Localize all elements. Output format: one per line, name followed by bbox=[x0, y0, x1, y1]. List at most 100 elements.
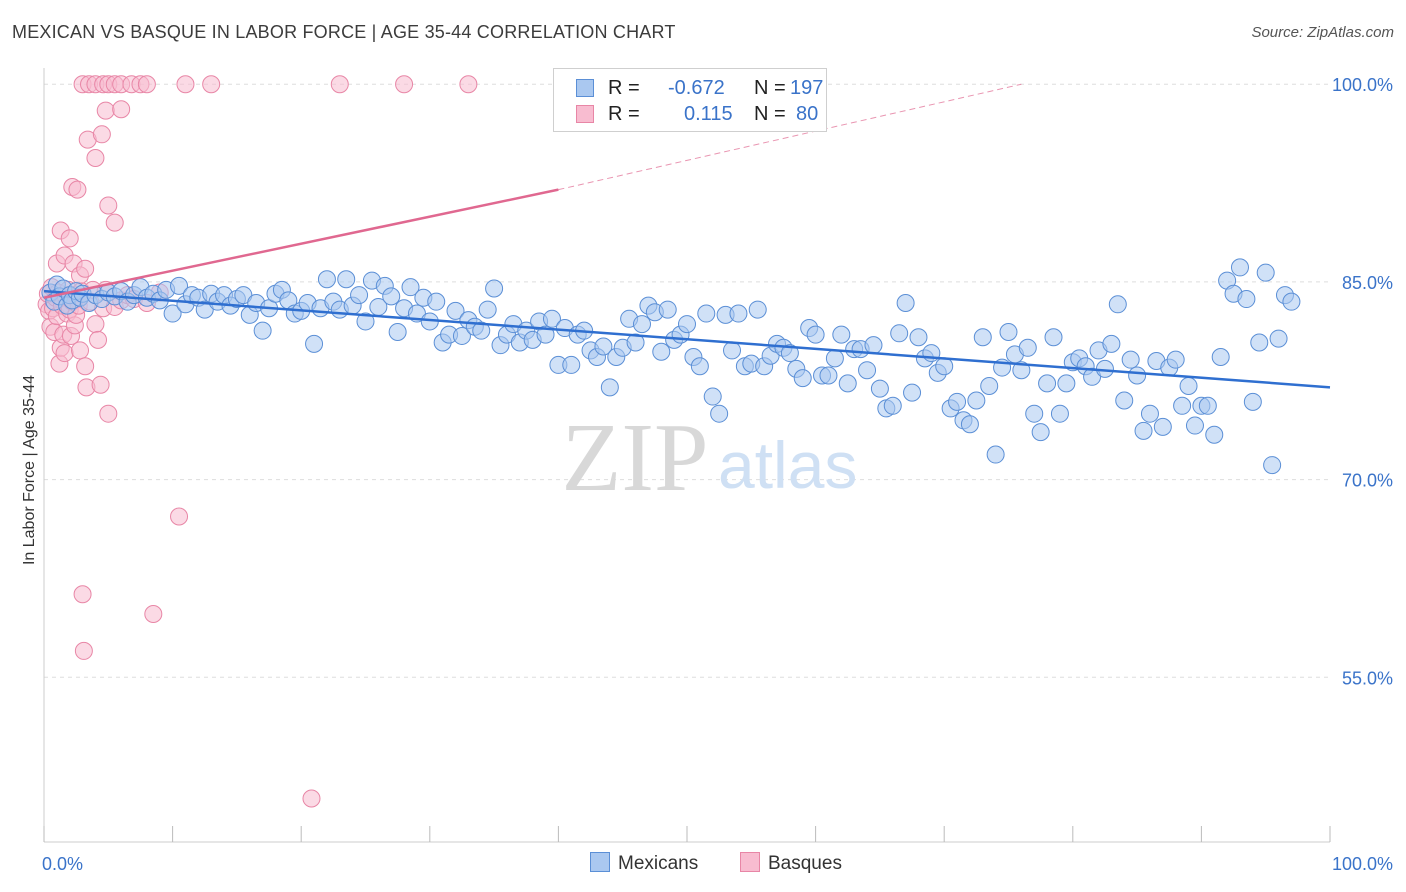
mexicans-point bbox=[1121, 350, 1140, 369]
mexicans-point bbox=[1102, 334, 1121, 353]
y-tick-label: 70.0% bbox=[1342, 471, 1393, 491]
basques-point bbox=[76, 357, 95, 376]
n-value: 80 bbox=[796, 103, 819, 125]
basques-point bbox=[73, 585, 92, 604]
mexicans-point bbox=[1211, 348, 1230, 367]
mexicans-point bbox=[1115, 391, 1134, 410]
n-value: 197 bbox=[790, 77, 824, 99]
mexicans-point bbox=[793, 369, 812, 388]
basques-point bbox=[96, 101, 115, 120]
mexicans-point bbox=[710, 404, 729, 423]
mexicans-point bbox=[883, 396, 902, 415]
mexicans-point bbox=[697, 304, 716, 323]
mexicans-point bbox=[1044, 328, 1063, 347]
mexicans-point bbox=[973, 328, 992, 347]
x-tick-labels: 0.0% 100.0% bbox=[42, 854, 1393, 874]
basques-point bbox=[105, 213, 124, 232]
basques-point bbox=[92, 125, 111, 144]
basques-point bbox=[60, 229, 79, 248]
basques-point bbox=[86, 149, 105, 168]
stats-box: R = -0.672 N = 197 R = 0.115 N = 80 bbox=[553, 68, 827, 132]
y-tick-labels: 100.0% 85.0% 70.0% 55.0% bbox=[1332, 75, 1393, 688]
mexicans-point bbox=[1038, 374, 1057, 393]
mexicans-point bbox=[1018, 338, 1037, 357]
mexicans-point bbox=[388, 322, 407, 341]
r-label: R = bbox=[608, 103, 640, 125]
mexicans-point bbox=[1166, 350, 1185, 369]
basques-point bbox=[74, 641, 93, 660]
legend-basques[interactable]: Basques bbox=[740, 852, 842, 875]
mexicans-point bbox=[478, 300, 497, 319]
basques-point bbox=[144, 605, 163, 624]
legend-swatch-basques bbox=[740, 852, 760, 872]
legend-label-basques: Basques bbox=[768, 853, 842, 874]
mexicans-point bbox=[382, 287, 401, 306]
mexicans-point bbox=[864, 336, 883, 355]
mexicans-point bbox=[1282, 292, 1301, 311]
mexicans-point bbox=[678, 315, 696, 334]
basques-point bbox=[76, 259, 95, 278]
axes bbox=[43, 68, 1331, 843]
mexicans-point bbox=[909, 328, 928, 347]
mexicans-point bbox=[729, 304, 748, 323]
basques-point bbox=[89, 330, 108, 349]
mexicans-point bbox=[748, 300, 767, 319]
n-label: N = bbox=[754, 103, 786, 125]
mexicans-point bbox=[427, 292, 446, 311]
mexicans-point bbox=[1108, 295, 1127, 314]
basques-point bbox=[330, 75, 349, 94]
mexicans-point bbox=[658, 300, 677, 319]
mexicans-point bbox=[999, 322, 1018, 341]
mexicans-point bbox=[980, 377, 999, 396]
mexicans-point bbox=[626, 333, 645, 352]
basques-point bbox=[137, 75, 156, 94]
y-tick-label: 100.0% bbox=[1332, 75, 1393, 95]
basques-points bbox=[37, 75, 478, 808]
mexicans-point bbox=[1256, 263, 1275, 282]
mexicans-point bbox=[632, 315, 651, 334]
mexicans-point bbox=[967, 391, 986, 410]
basques-point bbox=[91, 375, 110, 394]
mexicans-swatch bbox=[576, 79, 594, 97]
basques-point bbox=[99, 404, 118, 423]
mexicans-point bbox=[170, 276, 189, 295]
mexicans-point bbox=[195, 300, 214, 319]
mexicans-point bbox=[723, 341, 742, 360]
basques-point bbox=[395, 75, 414, 94]
x-tick-label-start: 0.0% bbox=[42, 854, 83, 874]
mexicans-point bbox=[870, 379, 889, 398]
basques-point bbox=[170, 507, 189, 526]
mexicans-point bbox=[1198, 396, 1217, 415]
mexicans-point bbox=[1031, 423, 1050, 442]
mexicans-point bbox=[542, 309, 561, 328]
mexicans-point bbox=[1243, 392, 1262, 411]
mexicans-point bbox=[780, 344, 799, 363]
basques-trend-extension bbox=[558, 83, 1022, 191]
mexicans-point bbox=[1230, 258, 1249, 277]
mexicans-point bbox=[806, 325, 825, 344]
source-label: Source: ZipAtlas.com bbox=[1251, 24, 1394, 41]
mexicans-point bbox=[536, 325, 555, 344]
mexicans-point bbox=[1269, 329, 1288, 348]
basques-point bbox=[112, 100, 131, 119]
mexicans-point bbox=[401, 278, 420, 297]
mexicans-point bbox=[1153, 417, 1172, 436]
mexicans-point bbox=[337, 270, 356, 289]
mexicans-point bbox=[652, 342, 671, 361]
mexicans-point bbox=[1025, 404, 1044, 423]
mexicans-point bbox=[472, 321, 491, 340]
legend-mexicans[interactable]: Mexicans bbox=[590, 852, 698, 875]
mexicans-point bbox=[935, 357, 954, 376]
mexicans-point bbox=[163, 304, 182, 323]
x-tick-label-end: 100.0% bbox=[1332, 854, 1393, 874]
mexicans-point bbox=[234, 286, 253, 305]
mexicans-point bbox=[1128, 366, 1147, 385]
mexicans-point bbox=[305, 334, 324, 353]
mexicans-point bbox=[1179, 377, 1198, 396]
mexicans-point bbox=[960, 415, 979, 434]
mexicans-point bbox=[703, 387, 722, 406]
mexicans-point bbox=[1134, 421, 1153, 440]
mexicans-point bbox=[594, 337, 613, 356]
mexicans-point bbox=[1057, 374, 1076, 393]
basques-point bbox=[55, 344, 74, 363]
